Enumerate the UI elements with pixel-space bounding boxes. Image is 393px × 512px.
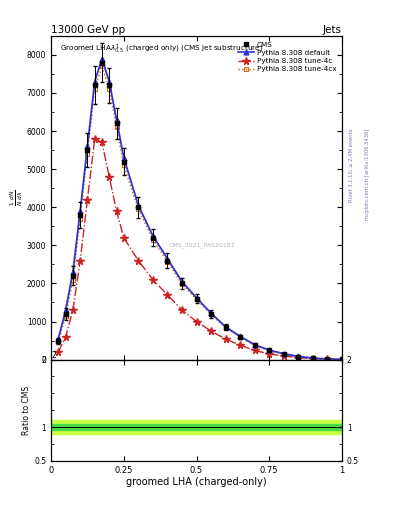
Y-axis label: Ratio to CMS: Ratio to CMS xyxy=(22,386,31,435)
Text: Jets: Jets xyxy=(323,25,342,35)
Y-axis label: $\frac{1}{N}\,\frac{dN}{d\lambda}$: $\frac{1}{N}\,\frac{dN}{d\lambda}$ xyxy=(9,189,25,206)
Text: mcplots.cern.ch [arXiv:1306.3436]: mcplots.cern.ch [arXiv:1306.3436] xyxy=(365,128,370,220)
Text: Rivet 3.1.10, ≥ 2.4M events: Rivet 3.1.10, ≥ 2.4M events xyxy=(349,128,354,202)
X-axis label: groomed LHA (charged-only): groomed LHA (charged-only) xyxy=(126,477,267,487)
Text: Groomed LHA$\lambda^{1}_{0.5}$ (charged only) (CMS jet substructure): Groomed LHA$\lambda^{1}_{0.5}$ (charged … xyxy=(60,42,263,56)
Legend: CMS, Pythia 8.308 default, Pythia 8.308 tune-4c, Pythia 8.308 tune-4cx: CMS, Pythia 8.308 default, Pythia 8.308 … xyxy=(235,39,338,75)
Text: 2: 2 xyxy=(51,351,56,359)
Text: 13000 GeV pp: 13000 GeV pp xyxy=(51,25,125,35)
Text: CMS_2021_PAS20187: CMS_2021_PAS20187 xyxy=(169,242,236,248)
